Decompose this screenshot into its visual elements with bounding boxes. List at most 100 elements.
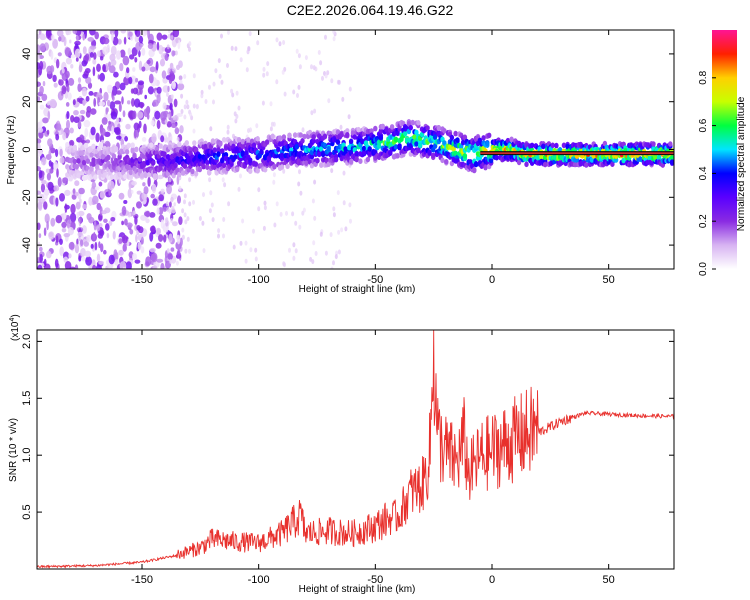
heatmap-cell: [181, 208, 185, 214]
heatmap-cell: [70, 64, 74, 69]
heatmap-cell: [327, 98, 331, 104]
heatmap-cell: [64, 189, 71, 196]
heatmap-cell: [292, 89, 296, 95]
heatmap-cell: [138, 120, 142, 129]
heatmap-cell: [149, 66, 156, 73]
heatmap-cell: [169, 201, 172, 208]
heatmap-cell: [610, 161, 615, 167]
heatmap-cell: [180, 93, 184, 99]
heatmap-cell: [70, 54, 76, 59]
heatmap-cell: [656, 154, 662, 161]
heatmap-cell: [345, 128, 350, 134]
heatmap-cell: [48, 160, 52, 167]
heatmap-cell: [108, 254, 115, 265]
heatmap-cell: [111, 32, 114, 42]
heatmap-cell: [487, 132, 492, 139]
heatmap-cell: [93, 231, 96, 241]
heatmap-cell: [345, 132, 350, 138]
heatmap-cell: [183, 114, 187, 120]
heatmap-cell: [162, 151, 167, 157]
heatmap-cell: [176, 113, 183, 117]
heatmap-cell: [85, 256, 92, 266]
spectrogram-panel: -150 -100 -50 0 50 -40 -20 0 20 40 Height of stra…: [6, 29, 675, 295]
heatmap-cell: [310, 64, 313, 70]
heatmap-cell: [132, 87, 139, 95]
x-tick-label: -150: [131, 574, 153, 586]
heatmap-cell: [56, 58, 60, 69]
heatmap-cell: [281, 134, 287, 140]
heatmap-cell: [99, 72, 105, 82]
heatmap-cell: [403, 130, 408, 137]
heatmap-cell: [175, 38, 179, 44]
heatmap-cell: [279, 164, 285, 170]
heatmap-cell: [70, 203, 76, 214]
heatmap-cell: [288, 247, 291, 253]
heatmap-cell: [41, 35, 47, 41]
heatmap-cell: [363, 140, 369, 146]
heatmap-cell: [304, 160, 309, 166]
heatmap-cell: [126, 142, 132, 149]
heatmap-cell: [298, 132, 303, 138]
heatmap-cell: [181, 234, 185, 240]
heatmap-cell: [324, 34, 327, 40]
heatmap-cell: [89, 52, 94, 58]
x-tick-label: -50: [367, 274, 383, 286]
heatmap-cell: [173, 162, 178, 169]
heatmap-cell: [174, 50, 178, 56]
heatmap-cell: [319, 60, 323, 66]
heatmap-cell: [138, 60, 143, 71]
heatmap-cell: [166, 248, 170, 254]
heatmap-cell: [72, 99, 76, 106]
snr-frame: [36, 329, 675, 570]
heatmap-cell: [255, 136, 260, 142]
heatmap-cell: [143, 123, 147, 134]
heatmap-cell: [94, 186, 100, 191]
heatmap-cell: [369, 128, 374, 134]
heatmap-cell: [125, 261, 132, 269]
heatmap-cell: [135, 30, 141, 37]
heatmap-cell: [84, 250, 92, 258]
heatmap-cell: [234, 118, 238, 124]
heatmap-cell: [408, 124, 413, 131]
heatmap-cell: [143, 108, 149, 118]
heatmap-cell: [37, 81, 41, 87]
heatmap-cell: [272, 179, 276, 185]
heatmap-cell: [83, 174, 89, 181]
heatmap-cell: [180, 109, 184, 114]
heatmap-cell: [669, 155, 674, 161]
heatmap-cell: [75, 52, 80, 59]
heatmap-cell: [132, 210, 136, 216]
heatmap-cell: [37, 54, 40, 61]
heatmap-cell: [111, 95, 115, 101]
heatmap-cell: [55, 133, 60, 141]
heatmap-cell: [254, 256, 258, 262]
heatmap-cell: [156, 32, 163, 41]
heatmap-cell: [156, 258, 164, 263]
heatmap-cell: [62, 132, 67, 141]
heatmap-cell: [98, 260, 105, 265]
heatmap-cell: [192, 140, 197, 146]
heatmap-cell: [77, 77, 82, 83]
heatmap-cell: [78, 64, 83, 73]
heatmap-cell: [259, 148, 264, 155]
heatmap-cell: [348, 86, 352, 92]
heatmap-cell: [85, 76, 92, 84]
heatmap-cell: [107, 113, 112, 121]
heatmap-cell: [169, 259, 173, 265]
heatmap-cell: [188, 201, 192, 207]
heatmap-cell: [354, 150, 359, 157]
heatmap-cell: [302, 133, 307, 140]
heatmap-cell: [481, 135, 486, 141]
heatmap-cell: [99, 190, 106, 199]
heatmap-cell: [172, 115, 176, 121]
snr-xlabel: Height of straight line (km): [299, 584, 416, 595]
heatmap-cell: [141, 47, 146, 56]
heatmap-cell: [82, 46, 87, 55]
heatmap-cell: [37, 138, 42, 144]
heatmap-cell: [121, 234, 128, 244]
heatmap-cell: [108, 189, 111, 196]
heatmap-cell: [321, 75, 324, 81]
heatmap-cell: [161, 47, 166, 52]
heatmap-cell: [239, 173, 242, 179]
heatmap-cell: [171, 66, 175, 72]
